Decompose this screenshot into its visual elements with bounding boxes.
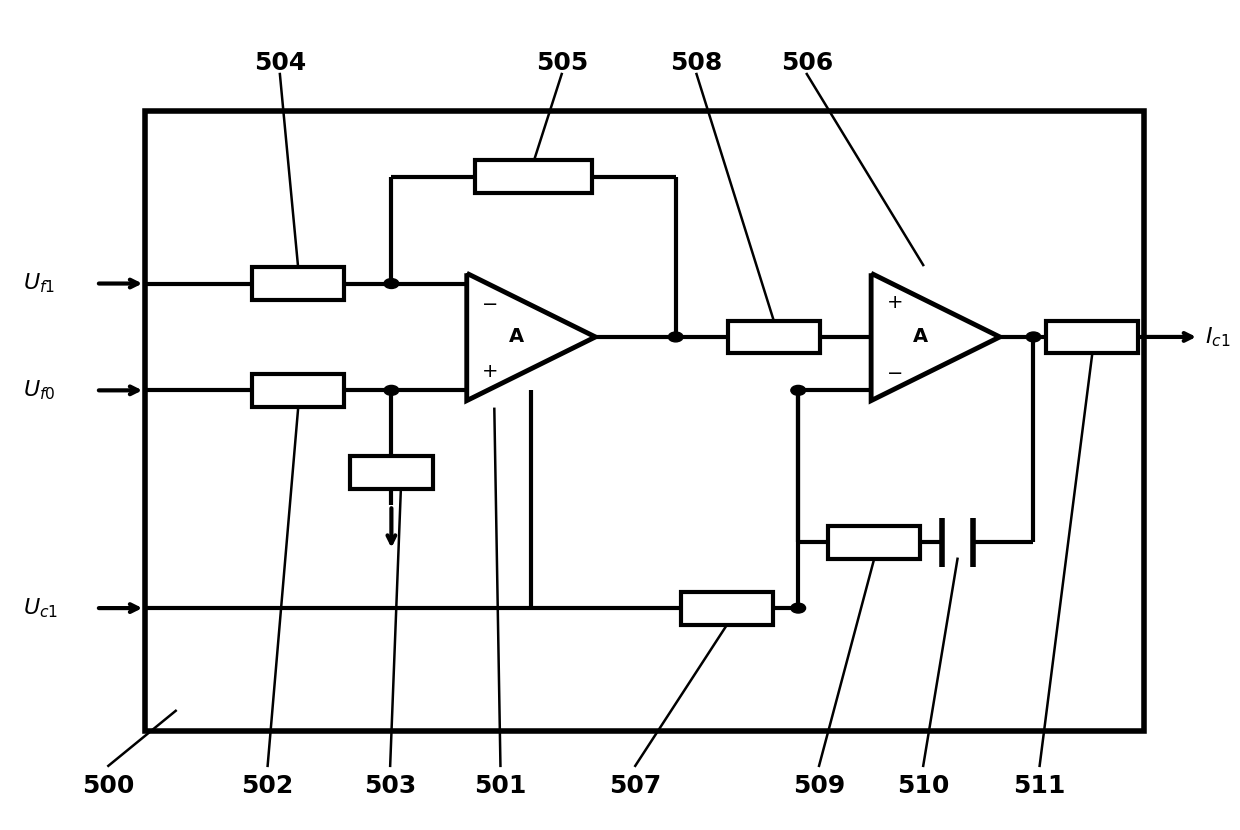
Text: 510: 510 (897, 774, 950, 798)
Text: 503: 503 (365, 774, 417, 798)
Text: $-$: $-$ (885, 362, 901, 381)
Bar (252, 267, 345, 300)
Text: $U_{c1}$: $U_{c1}$ (22, 596, 58, 620)
Bar (728, 320, 820, 354)
Text: 507: 507 (609, 774, 661, 798)
Bar (350, 456, 433, 489)
Circle shape (384, 385, 399, 395)
Text: 502: 502 (242, 774, 294, 798)
Bar (681, 592, 773, 624)
Text: 500: 500 (82, 774, 134, 798)
Text: $U_{f1}$: $U_{f1}$ (22, 271, 55, 295)
Circle shape (384, 279, 399, 289)
Text: 504: 504 (254, 51, 306, 76)
Text: 509: 509 (792, 774, 846, 798)
Circle shape (791, 603, 806, 613)
Bar (145, 111, 1143, 731)
Bar (828, 526, 920, 559)
Text: 501: 501 (474, 774, 527, 798)
Bar (475, 160, 591, 193)
Text: 511: 511 (1013, 774, 1066, 798)
Text: 505: 505 (536, 51, 588, 76)
Text: $+$: $+$ (885, 293, 903, 312)
Text: $U_{f0}$: $U_{f0}$ (22, 378, 55, 403)
Bar (252, 374, 345, 407)
Text: $+$: $+$ (481, 362, 497, 381)
Circle shape (791, 385, 806, 395)
Circle shape (1027, 332, 1040, 342)
Bar (1047, 320, 1138, 354)
Text: $\mathbf{A}$: $\mathbf{A}$ (913, 328, 929, 346)
Text: 508: 508 (671, 51, 723, 76)
Text: $-$: $-$ (481, 293, 497, 312)
Text: 506: 506 (781, 51, 833, 76)
Text: $\mathbf{A}$: $\mathbf{A}$ (508, 328, 525, 346)
Text: $I_{c1}$: $I_{c1}$ (1205, 325, 1230, 349)
Circle shape (668, 332, 683, 342)
